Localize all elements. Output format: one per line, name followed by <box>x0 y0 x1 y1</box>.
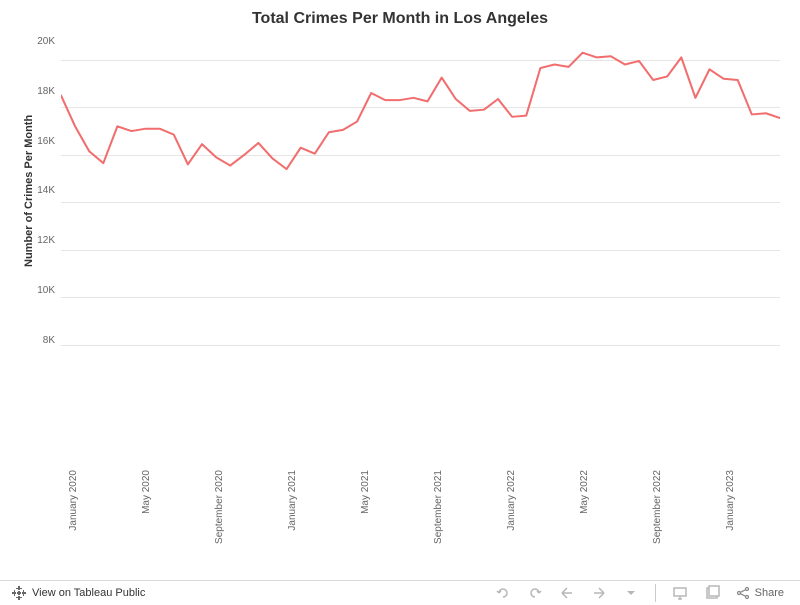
x-tick: September 2022 <box>652 470 663 544</box>
share-label: Share <box>755 587 784 599</box>
view-on-tableau-link[interactable]: View on Tableau Public <box>12 586 145 600</box>
y-axis-label: Number of Crimes Per Month <box>20 36 35 346</box>
chart-title: Total Crimes Per Month in Los Angeles <box>20 10 780 28</box>
x-tick: January 2020 <box>68 470 79 531</box>
x-tick: January 2021 <box>287 470 298 531</box>
share-button[interactable]: Share <box>732 586 788 600</box>
download-button[interactable] <box>700 581 724 605</box>
undo-button[interactable] <box>491 581 515 605</box>
x-tick: January 2023 <box>725 470 736 531</box>
x-tick: January 2022 <box>506 470 517 531</box>
x-tick: May 2020 <box>141 470 152 514</box>
presentation-button[interactable] <box>668 581 692 605</box>
dropdown-button[interactable] <box>619 581 643 605</box>
y-tick: 18K <box>35 86 55 97</box>
redo-button[interactable] <box>523 581 547 605</box>
x-tick: May 2021 <box>360 470 371 514</box>
toolbar-divider <box>655 584 656 602</box>
x-tick: May 2022 <box>579 470 590 514</box>
x-tick: September 2020 <box>214 470 225 544</box>
y-tick: 16K <box>35 136 55 147</box>
plot-wrapper: Number of Crimes Per Month 20K 18K 16K 14K 1… <box>20 36 780 466</box>
refresh-button[interactable] <box>587 581 611 605</box>
x-tick: September 2021 <box>433 470 444 544</box>
x-axis: January 2020 May 2020 September 2020 Januar… <box>68 470 780 580</box>
revert-button[interactable] <box>555 581 579 605</box>
plot-area <box>61 36 780 346</box>
y-tick: 12K <box>35 235 55 246</box>
y-tick: 8K <box>35 335 55 346</box>
chart-container: Total Crimes Per Month in Los Angeles Nu… <box>0 0 800 580</box>
tableau-icon <box>12 586 26 600</box>
y-tick: 20K <box>35 36 55 47</box>
y-tick: 14K <box>35 185 55 196</box>
view-on-tableau-label: View on Tableau Public <box>32 587 145 599</box>
line-chart-svg <box>61 36 780 345</box>
y-tick: 10K <box>35 285 55 296</box>
y-axis: 20K 18K 16K 14K 12K 10K 8K <box>35 36 61 346</box>
toolbar: View on Tableau Public <box>0 580 800 605</box>
share-icon <box>736 586 750 600</box>
